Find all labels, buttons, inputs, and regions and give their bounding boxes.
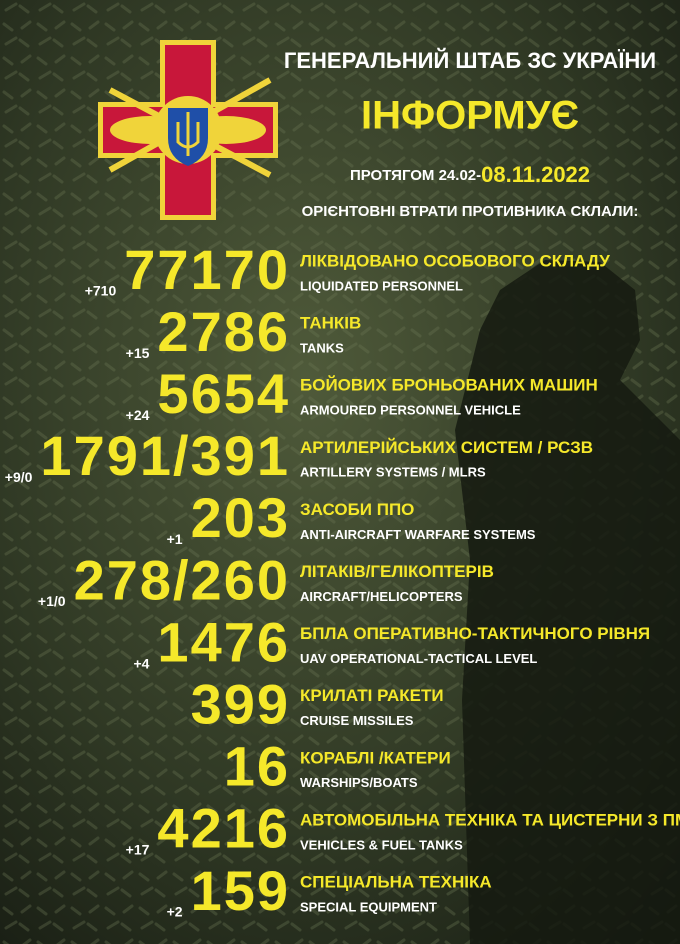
label-en: VEHICLES & FUEL TANKS	[300, 837, 463, 852]
period-date: 08.11.2022	[481, 162, 590, 187]
label-en: ARTILLERY SYSTEMS / MLRS	[300, 465, 486, 480]
label-en: LIQUIDATED PERSONNEL	[300, 278, 463, 293]
loss-value: 2786	[157, 300, 290, 363]
loss-value: 399	[191, 672, 290, 735]
loss-delta: +15	[126, 345, 150, 361]
loss-list: 77170 +710 ЛІКВІДОВАНО ОСОБОВОГО СКЛАДУ LIQ…	[5, 238, 680, 922]
loss-delta: +2	[167, 904, 183, 920]
loss-delta: +4	[133, 655, 149, 671]
loss-value: 1476	[157, 610, 290, 673]
label-en: TANKS	[300, 341, 344, 356]
loss-delta: +9/0	[5, 469, 33, 485]
label-ua: СПЕЦІАЛЬНА ТЕХНІКА	[300, 872, 492, 891]
period-prefix: ПРОТЯГОМ 24.02-	[350, 167, 481, 184]
loss-value: 77170	[124, 238, 290, 301]
label-en: ANTI-AIRCRAFT WARFARE SYSTEMS	[300, 527, 536, 542]
period: ПРОТЯГОМ 24.02-08.11.2022	[350, 162, 590, 187]
loss-value: 203	[191, 486, 290, 549]
label-ua: ЛІТАКІВ/ГЕЛІКОПТЕРІВ	[300, 562, 494, 581]
soldier-silhouette	[455, 260, 680, 944]
loss-value: 159	[191, 859, 290, 922]
label-ua: АВТОМОБІЛЬНА ТЕХНІКА ТА ЦИСТЕРНИ З ПММ	[300, 810, 680, 829]
label-en: WARSHIPS/BOATS	[300, 775, 418, 790]
label-en: UAV OPERATIONAL-TACTICAL LEVEL	[300, 651, 537, 666]
loss-value: 16	[224, 735, 290, 798]
label-ua: ТАНКІВ	[300, 314, 361, 333]
label-ua: КОРАБЛІ /КАТЕРИ	[300, 748, 451, 767]
loss-delta: +1/0	[38, 593, 66, 609]
loss-delta: +17	[126, 842, 150, 858]
intro: ОРІЄНТОВНІ ВТРАТИ ПРОТИВНИКА СКЛАЛИ:	[302, 203, 639, 220]
label-ua: ЗАСОБИ ППО	[300, 500, 414, 519]
loss-delta: +1	[167, 531, 183, 547]
label-ua: БПЛА ОПЕРАТИВНО-ТАКТИЧНОГО РІВНЯ	[300, 624, 650, 643]
label-en: ARMOURED PERSONNEL VEHICLE	[300, 403, 521, 418]
label-en: AIRCRAFT/HELICOPTERS	[300, 589, 463, 604]
label-ua: БОЙОВИХ БРОНЬОВАНИХ МАШИН	[300, 376, 598, 395]
label-ua: ЛІКВІДОВАНО ОСОБОВОГО СКЛАДУ	[300, 251, 610, 270]
label-en: SPECIAL EQUIPMENT	[300, 899, 437, 914]
label-ua: АРТИЛЕРІЙСЬКИХ СИСТЕМ / РСЗВ	[300, 438, 593, 457]
label-en: CRUISE MISSILES	[300, 713, 414, 728]
emblem	[98, 40, 278, 220]
loss-delta: +710	[85, 283, 117, 299]
loss-delta: +24	[126, 407, 150, 423]
loss-value: 5654	[157, 362, 290, 425]
title: ГЕНЕРАЛЬНИЙ ШТАБ ЗС УКРАЇНИ	[284, 48, 656, 73]
loss-value: 278/260	[74, 548, 290, 611]
subtitle: ІНФОРМУЄ	[361, 94, 579, 138]
loss-value: 4216	[157, 797, 290, 860]
label-ua: КРИЛАТІ РАКЕТИ	[300, 686, 444, 705]
loss-value: 1791/391	[40, 424, 290, 487]
